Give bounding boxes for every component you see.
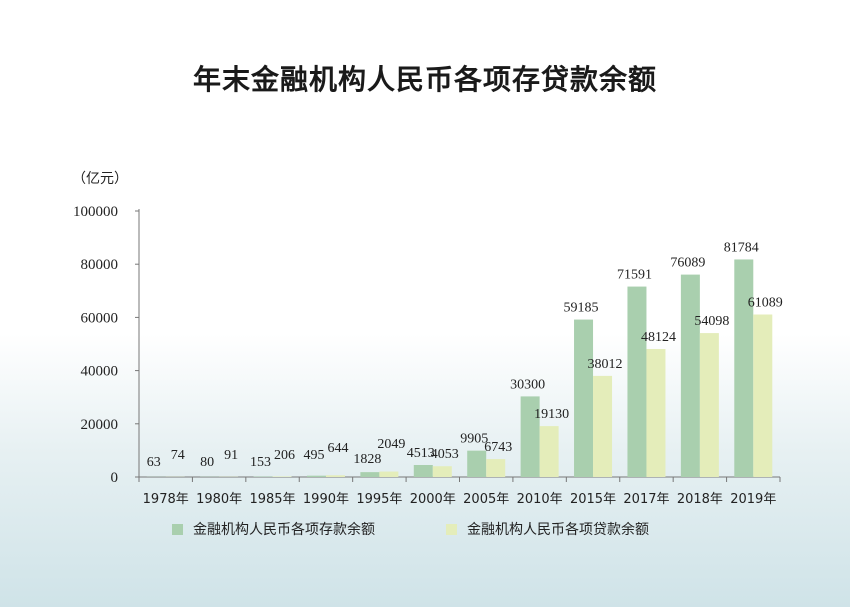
y-tick-label: 40000 (81, 364, 119, 380)
legend-label: 金融机构人民币各项贷款余额 (467, 521, 649, 538)
bar (360, 472, 380, 477)
axis-layer: （亿元） 0 20000 40000 60000 80000 100000 1978年 1980… (72, 171, 781, 507)
data-label: 91 (224, 448, 238, 463)
bar (574, 319, 594, 477)
legend-label: 金融机构人民币各项存款余额 (193, 521, 375, 538)
legend: 金融机构人民币各项存款余额 金融机构人民币各项贷款余额 (172, 521, 649, 538)
data-label: 81784 (724, 240, 759, 255)
bar (413, 464, 433, 477)
y-tick-label: 0 (111, 470, 119, 486)
x-tick-label: 2019年 (730, 492, 776, 507)
bars-layer (146, 259, 773, 477)
data-label: 48124 (641, 330, 676, 345)
data-label: 54098 (694, 314, 729, 329)
y-tick-label: 80000 (81, 257, 119, 273)
data-label: 76089 (670, 256, 705, 271)
y-tick-label: 60000 (81, 310, 119, 326)
x-tick-label: 2005年 (463, 492, 509, 507)
legend-swatch (172, 524, 183, 535)
data-label: 495 (303, 448, 324, 463)
bar (379, 471, 399, 477)
y-tick-label: 100000 (73, 204, 118, 220)
data-label: 63 (147, 455, 161, 470)
data-label: 4513 (407, 446, 435, 461)
bar (306, 475, 326, 477)
y-tick-label: 20000 (81, 417, 119, 433)
data-label: 2049 (377, 437, 405, 452)
bar (486, 459, 506, 477)
data-label: 30300 (510, 377, 545, 392)
labels-layer: 63 80 153 495 1828 4513 9905 30300 59185 71591 760… (147, 240, 783, 470)
bar (272, 476, 292, 477)
data-label: 80 (200, 455, 214, 470)
data-label: 153 (250, 455, 271, 470)
x-tick-label: 1990年 (303, 492, 349, 507)
x-tick-label: 2010年 (517, 492, 563, 507)
bar (734, 259, 754, 477)
bar (539, 426, 559, 477)
x-tick-label: 1980年 (196, 492, 242, 507)
bar (646, 348, 666, 477)
data-label: 6743 (484, 440, 512, 455)
chart-title: 年末金融机构人民币各项存贷款余额 (192, 63, 657, 96)
x-tick-label: 2000年 (410, 492, 456, 507)
bar (432, 466, 452, 477)
data-label: 206 (274, 448, 295, 463)
bar (680, 274, 700, 477)
data-label: 1828 (353, 452, 381, 467)
data-label: 59185 (564, 301, 599, 316)
data-label: 4053 (431, 447, 459, 462)
data-label: 9905 (460, 432, 488, 447)
bar (520, 396, 540, 477)
data-label: 61089 (748, 296, 783, 311)
y-axis-unit-label: （亿元） (72, 171, 128, 187)
x-tick-label: 1985年 (249, 492, 295, 507)
bar (593, 375, 613, 477)
x-tick-label: 2015年 (570, 492, 616, 507)
data-label: 38012 (588, 357, 623, 372)
bar (325, 475, 345, 477)
bar (627, 286, 647, 477)
bar (467, 450, 487, 477)
data-label: 644 (327, 441, 348, 456)
bar (753, 314, 773, 477)
data-label: 71591 (617, 268, 652, 283)
x-tick-label: 1995年 (356, 492, 402, 507)
x-tick-label: 1978年 (143, 492, 189, 507)
legend-swatch (446, 524, 457, 535)
data-label: 19130 (534, 407, 569, 422)
bar (699, 333, 719, 477)
x-tick-label: 2018年 (677, 492, 723, 507)
data-label: 74 (171, 448, 185, 463)
x-tick-label: 2017年 (623, 492, 669, 507)
